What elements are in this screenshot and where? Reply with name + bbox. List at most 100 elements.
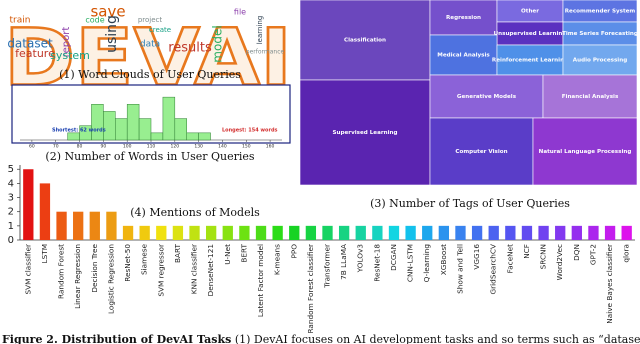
hist-bar	[138, 118, 152, 141]
x-tick-label: DenseNet-121	[206, 244, 215, 296]
word: using	[104, 15, 120, 53]
hist-bar	[67, 132, 80, 141]
bar	[621, 225, 632, 240]
word: learning	[256, 16, 264, 45]
bar	[471, 225, 483, 240]
bar	[172, 225, 184, 240]
word: train	[10, 16, 31, 26]
bar	[255, 225, 267, 240]
bar	[521, 225, 533, 240]
treemap-cell	[496, 44, 564, 76]
treemap-label: Audio Processing	[573, 58, 627, 64]
word: dataset	[7, 37, 53, 51]
x-tick-label: PPO	[289, 244, 298, 259]
x-tick-label: Logistic Regression	[106, 244, 115, 314]
bar	[106, 211, 117, 240]
word: model	[211, 25, 225, 62]
treemap-cell	[532, 117, 638, 186]
x-tick-label: 90	[100, 144, 106, 150]
bar	[338, 225, 350, 240]
x-tick-label: Random Forest classifier	[306, 244, 315, 333]
treemap-cell	[562, 44, 638, 76]
x-tick-label: DQN	[572, 244, 581, 261]
treemap-cell	[299, 0, 431, 81]
x-tick-label: Q-learning	[422, 244, 431, 282]
bar	[422, 225, 433, 240]
bar	[189, 225, 200, 240]
x-tick-label: 100	[123, 144, 132, 150]
treemap-label: Unsupervised Learning	[494, 31, 567, 37]
treemap-cell	[429, 117, 534, 186]
bar	[222, 225, 233, 240]
x-tick-label: U-Net	[223, 244, 232, 265]
x-tick-label: 60	[29, 144, 35, 150]
x-tick-label: CNN-LSTM	[406, 244, 415, 282]
treemap-label: Generative Models	[457, 94, 517, 100]
bar	[89, 211, 100, 240]
x-tick-label: NCF	[522, 244, 531, 259]
bar	[56, 211, 67, 240]
treemap-label: Natural Language Processing	[539, 149, 632, 155]
x-tick-label: Word2Vec	[555, 244, 564, 280]
word: feature	[15, 47, 55, 60]
treemap-label: Regression	[446, 15, 481, 21]
bar	[571, 225, 582, 240]
x-tick-label: Random Forest	[57, 244, 66, 299]
treemap-label: Recommender System	[565, 9, 636, 15]
x-tick-label: Naive Bayes classifier	[605, 244, 614, 324]
bar	[156, 225, 167, 240]
word: report	[61, 27, 72, 58]
x-tick-label: SVM classifier	[23, 244, 32, 294]
x-tick-label: YOLOv3	[356, 244, 365, 274]
bar	[39, 183, 51, 240]
hist-bar	[150, 132, 164, 141]
annotation: Shortest: 62 words	[52, 128, 106, 134]
x-tick-label: 120	[171, 144, 180, 150]
treemap-cell	[429, 0, 498, 36]
x-tick-label: Siamese	[140, 244, 149, 276]
bar	[23, 169, 34, 240]
y-tick-label: 0	[8, 235, 14, 246]
bar	[239, 225, 250, 240]
word: create	[149, 26, 171, 34]
y-tick-label: 4	[8, 178, 14, 189]
treemap-label: Other	[521, 9, 539, 15]
x-tick-label: BERT	[239, 243, 248, 262]
treemap-label: Medical Analysis	[437, 53, 490, 59]
caption-2: (2) Number of Words in User Queries	[45, 150, 255, 163]
treemap-label: Financial Analysis	[562, 94, 619, 100]
x-tick-label: Linear Regression	[73, 244, 82, 309]
word: data	[140, 40, 160, 50]
y-tick-label: 1	[8, 221, 14, 232]
x-tick-label: 160	[266, 144, 275, 150]
word: file	[234, 8, 246, 17]
treemap-label: Classification	[344, 38, 386, 44]
bar	[388, 225, 400, 240]
bar	[355, 225, 366, 240]
x-tick-label: GridSearchCV	[489, 244, 498, 294]
x-tick-label: SVM regressor	[156, 244, 165, 297]
bar	[372, 225, 383, 240]
chart-title: (4) Mentions of Models	[130, 206, 260, 219]
x-tick-label: 70	[53, 144, 59, 150]
bar	[604, 225, 616, 240]
hist-bar	[186, 132, 199, 141]
bar	[555, 225, 566, 240]
x-tick-label: FaceNet	[505, 244, 514, 273]
x-tick-label: 140	[218, 144, 227, 150]
bar	[538, 225, 549, 240]
hist-bar	[198, 132, 211, 141]
hist-bar	[103, 111, 116, 141]
caption-text: (1) DevAI focuses on AI development task…	[235, 333, 640, 344]
x-tick-label: XGBoost	[439, 244, 448, 275]
x-tick-label: Decision Tree	[90, 243, 99, 292]
x-tick-label: Latent Factor model	[256, 244, 265, 317]
x-tick-label: 130	[194, 144, 203, 150]
x-tick-label: SRCNN	[539, 244, 548, 269]
x-tick-label: KNN classifier	[190, 244, 199, 294]
y-tick-label: 2	[8, 207, 14, 218]
bar	[322, 225, 333, 240]
x-tick-label: 80	[77, 144, 83, 150]
